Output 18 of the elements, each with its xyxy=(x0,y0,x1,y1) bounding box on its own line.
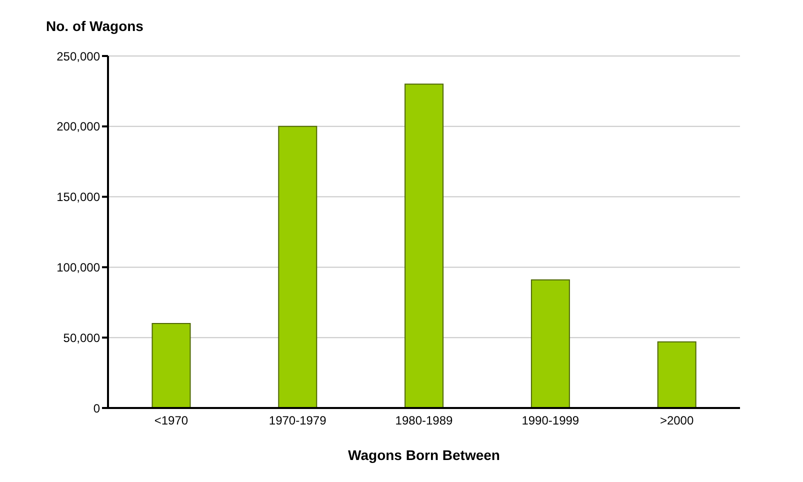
y-axis-title: No. of Wagons xyxy=(46,18,144,34)
bar xyxy=(657,341,696,408)
y-tick-label: 150,000 xyxy=(56,190,100,204)
y-tick-label: 50,000 xyxy=(63,330,100,345)
x-tick-label: 1990-1999 xyxy=(522,414,580,428)
x-tick-label: >2000 xyxy=(660,414,694,428)
x-tick-label: 1980-1989 xyxy=(395,414,454,428)
bar xyxy=(152,323,191,408)
x-tick-label: <1970 xyxy=(154,414,188,428)
bar xyxy=(404,84,444,408)
y-tick-label: 200,000 xyxy=(56,120,100,134)
bar xyxy=(530,279,570,408)
y-tick-label: 0 xyxy=(93,401,100,416)
x-axis-title: Wagons Born Between xyxy=(348,447,500,463)
y-tick-label: 250,000 xyxy=(56,49,100,64)
x-tick-label: 1970-1979 xyxy=(268,414,327,428)
y-tick-label: 100,000 xyxy=(56,260,100,274)
bar xyxy=(278,126,318,408)
